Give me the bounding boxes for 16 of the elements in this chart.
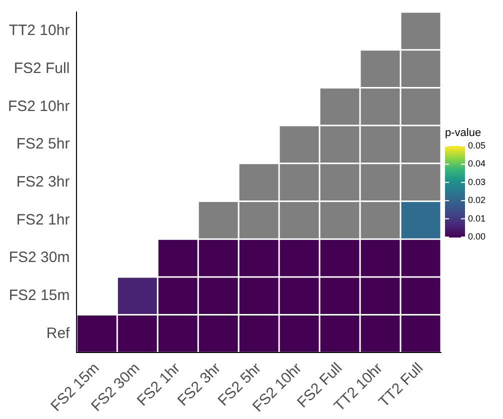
y-tick-label: FS2 15m <box>8 287 70 304</box>
y-tick-label: FS2 10hr <box>8 98 70 115</box>
y-tick-label: TT2 10hr <box>8 22 70 40</box>
y-tick-label: Ref <box>46 324 71 342</box>
y-tick-label: FS2 30m <box>8 249 70 266</box>
y-tick-label: FS2 3hr <box>16 173 70 190</box>
color-bar-label: 0.05 <box>468 140 486 150</box>
color-bar-label: 0.03 <box>468 176 486 187</box>
y-tick-label: FS2 1hr <box>16 211 70 228</box>
legend-title: p-value <box>445 127 482 139</box>
y-tick-label: FS2 5hr <box>16 136 70 153</box>
y-tick-label: FS2 Full <box>14 60 70 77</box>
color-bar-label: 0.04 <box>468 158 486 169</box>
color-bar-label: 0.01 <box>468 213 486 224</box>
color-bar-label: 0.00 <box>468 231 486 242</box>
color-bar-label: 0.02 <box>468 195 486 206</box>
